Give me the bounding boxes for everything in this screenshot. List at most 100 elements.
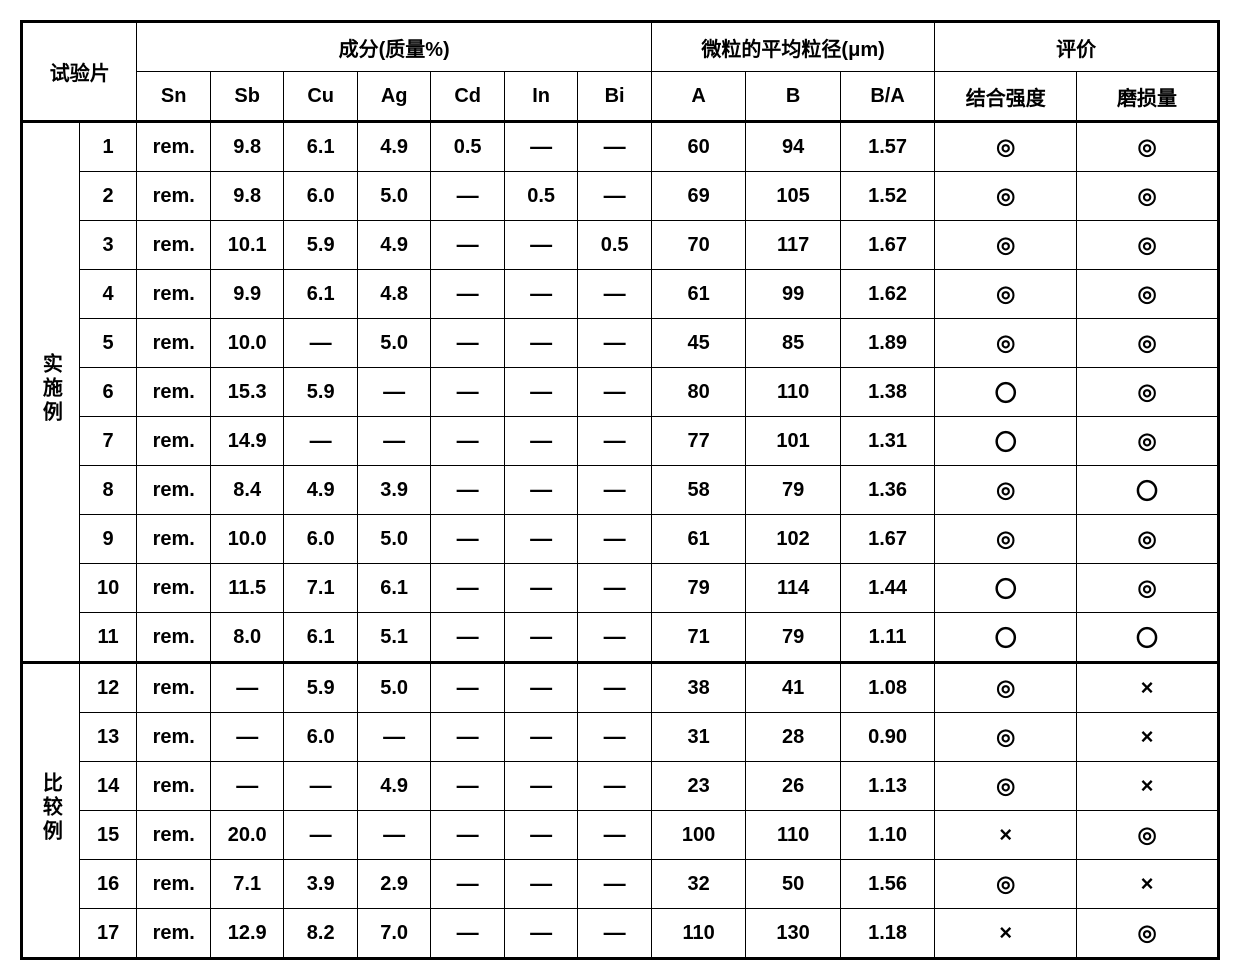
header-evaluation: 评价: [935, 22, 1219, 72]
cell-A: 70: [651, 221, 745, 270]
table-row: 6rem.15.35.9————801101.38〇◎: [22, 368, 1219, 417]
cell-Sb: 14.9: [210, 417, 283, 466]
cell-B: 114: [746, 564, 840, 613]
header-a: A: [651, 72, 745, 122]
cell-wear: 〇: [1077, 613, 1219, 663]
cell-no: 4: [79, 270, 137, 319]
cell-bond: 〇: [935, 368, 1077, 417]
cell-Cd: 0.5: [431, 122, 504, 172]
table-row: 16rem.7.13.92.9———32501.56◎×: [22, 860, 1219, 909]
cell-no: 15: [79, 811, 137, 860]
cell-bond: ◎: [935, 860, 1077, 909]
cell-A: 38: [651, 663, 745, 713]
cell-wear: ×: [1077, 663, 1219, 713]
header-ba: B/A: [840, 72, 935, 122]
cell-Cu: 6.1: [284, 613, 357, 663]
header-wear: 磨损量: [1077, 72, 1219, 122]
cell-B: 117: [746, 221, 840, 270]
cell-In: —: [504, 368, 577, 417]
cell-A: 32: [651, 860, 745, 909]
cell-bond: ×: [935, 909, 1077, 959]
cell-Cd: —: [431, 663, 504, 713]
cell-bond: ◎: [935, 270, 1077, 319]
cell-Cu: 5.9: [284, 663, 357, 713]
cell-A: 58: [651, 466, 745, 515]
cell-bond: ◎: [935, 221, 1077, 270]
cell-Cu: 3.9: [284, 860, 357, 909]
cell-Bi: —: [578, 663, 651, 713]
cell-Ag: 6.1: [357, 564, 430, 613]
table-row: 9rem.10.06.05.0———611021.67◎◎: [22, 515, 1219, 564]
cell-Bi: —: [578, 564, 651, 613]
cell-no: 17: [79, 909, 137, 959]
cell-Sb: 8.4: [210, 466, 283, 515]
cell-A: 31: [651, 713, 745, 762]
cell-wear: ◎: [1077, 811, 1219, 860]
cell-wear: ×: [1077, 762, 1219, 811]
cell-In: 0.5: [504, 172, 577, 221]
cell-Cd: —: [431, 368, 504, 417]
cell-Bi: —: [578, 613, 651, 663]
cell-A: 100: [651, 811, 745, 860]
cell-Sn: rem.: [137, 122, 210, 172]
cell-B: 102: [746, 515, 840, 564]
cell-Sb: 12.9: [210, 909, 283, 959]
cell-Cu: 8.2: [284, 909, 357, 959]
table-row: 13rem.—6.0————31280.90◎×: [22, 713, 1219, 762]
group-label-text: 实施例: [36, 353, 65, 425]
cell-BA: 1.18: [840, 909, 935, 959]
cell-Cu: 4.9: [284, 466, 357, 515]
header-cu: Cu: [284, 72, 357, 122]
cell-In: —: [504, 909, 577, 959]
header-bi: Bi: [578, 72, 651, 122]
cell-bond: ◎: [935, 515, 1077, 564]
cell-Cu: 7.1: [284, 564, 357, 613]
cell-Cu: 6.0: [284, 172, 357, 221]
cell-bond: ◎: [935, 466, 1077, 515]
cell-Ag: 5.0: [357, 172, 430, 221]
cell-Sb: 9.8: [210, 172, 283, 221]
table-row: 实施例1rem.9.86.14.90.5——60941.57◎◎: [22, 122, 1219, 172]
cell-bond: ◎: [935, 319, 1077, 368]
cell-Sn: rem.: [137, 515, 210, 564]
cell-Cu: 6.1: [284, 122, 357, 172]
cell-BA: 1.67: [840, 515, 935, 564]
cell-BA: 1.13: [840, 762, 935, 811]
cell-Bi: —: [578, 909, 651, 959]
cell-Cu: —: [284, 762, 357, 811]
cell-no: 7: [79, 417, 137, 466]
cell-Cd: —: [431, 762, 504, 811]
table-row: 8rem.8.44.93.9———58791.36◎〇: [22, 466, 1219, 515]
cell-no: 2: [79, 172, 137, 221]
cell-Sn: rem.: [137, 368, 210, 417]
cell-In: —: [504, 122, 577, 172]
cell-no: 14: [79, 762, 137, 811]
cell-B: 79: [746, 466, 840, 515]
cell-Ag: 7.0: [357, 909, 430, 959]
cell-Bi: —: [578, 515, 651, 564]
cell-Cu: —: [284, 319, 357, 368]
cell-Bi: —: [578, 172, 651, 221]
cell-Cd: —: [431, 564, 504, 613]
cell-B: 110: [746, 811, 840, 860]
cell-bond: ×: [935, 811, 1077, 860]
header-in: In: [504, 72, 577, 122]
cell-Ag: —: [357, 811, 430, 860]
cell-Ag: 4.9: [357, 122, 430, 172]
cell-Cd: —: [431, 270, 504, 319]
cell-bond: 〇: [935, 613, 1077, 663]
cell-wear: ◎: [1077, 221, 1219, 270]
cell-Ag: 4.9: [357, 221, 430, 270]
cell-In: —: [504, 515, 577, 564]
table-row: 7rem.14.9—————771011.31〇◎: [22, 417, 1219, 466]
cell-Cd: —: [431, 713, 504, 762]
cell-Cd: —: [431, 909, 504, 959]
cell-no: 13: [79, 713, 137, 762]
cell-Sn: rem.: [137, 319, 210, 368]
cell-In: —: [504, 417, 577, 466]
cell-no: 6: [79, 368, 137, 417]
cell-Sb: 15.3: [210, 368, 283, 417]
header-row-1: 试验片 成分(质量%) 微粒的平均粒径(μm) 评价: [22, 22, 1219, 72]
cell-B: 105: [746, 172, 840, 221]
cell-wear: ◎: [1077, 564, 1219, 613]
